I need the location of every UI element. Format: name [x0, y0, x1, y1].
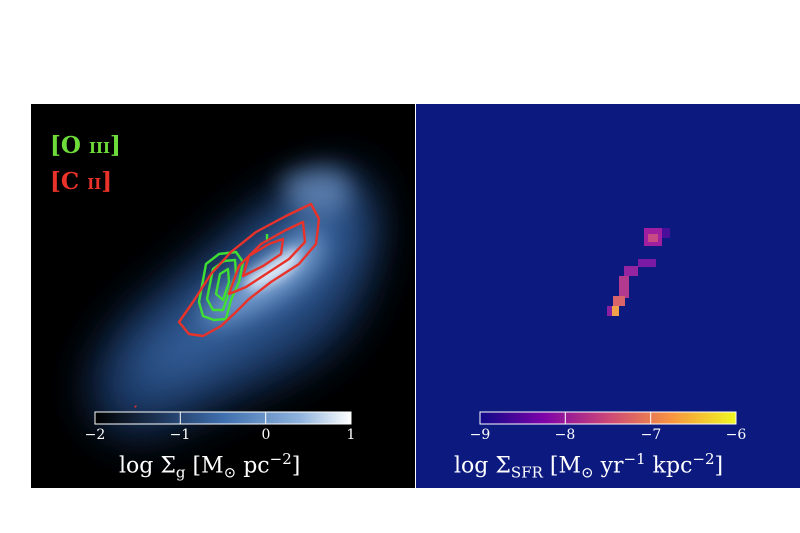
- sfr-pixel: [638, 259, 656, 267]
- sfr-pixels: [607, 228, 670, 316]
- sfr-pixel: [662, 228, 670, 238]
- gas-tick-label: −2: [84, 427, 106, 443]
- cii-contours: [134, 202, 321, 408]
- gas-emission: [91, 167, 380, 437]
- gas-tick-label: 0: [261, 427, 271, 443]
- gas-density-map: [91, 167, 380, 437]
- sfr-pixel: [624, 266, 638, 276]
- sfr-pixel: [648, 234, 658, 242]
- sfr-pixel: [607, 306, 612, 316]
- sfr-colorbar-label: log ΣSFR [M⊙ yr−1 kpc−2]: [454, 450, 724, 482]
- sfr-density-map: [479, 228, 737, 425]
- legend-oiii: [O III]: [50, 132, 121, 159]
- sfr-tick-label: −8: [554, 427, 576, 443]
- sfr-tick-label: −9: [469, 427, 491, 443]
- sfr-tick-label: −7: [640, 427, 662, 443]
- legend-cii: [C II]: [50, 168, 112, 195]
- gas-tick-label: 1: [346, 427, 356, 443]
- sfr-tick-label: −6: [725, 427, 747, 443]
- gas-colorbar-label: log Σg [M⊙ pc−2]: [119, 450, 301, 482]
- sfr-pixel: [613, 296, 625, 306]
- legend-oiii-text: [O III]: [50, 132, 121, 159]
- sfr-pixel: [609, 306, 619, 316]
- sfr-pixel: [619, 276, 629, 298]
- legend-cii-text: [C II]: [50, 168, 113, 195]
- sfr-density-panel: −9 −8 −7 −6 log ΣSFR [M⊙ yr−1 kpc−2]: [416, 104, 800, 488]
- gas-density-panel: [O III] [C II] −2 −1 0 1 log Σg [M⊙ pc−2…: [31, 104, 415, 488]
- gas-tick-label: −1: [169, 427, 191, 443]
